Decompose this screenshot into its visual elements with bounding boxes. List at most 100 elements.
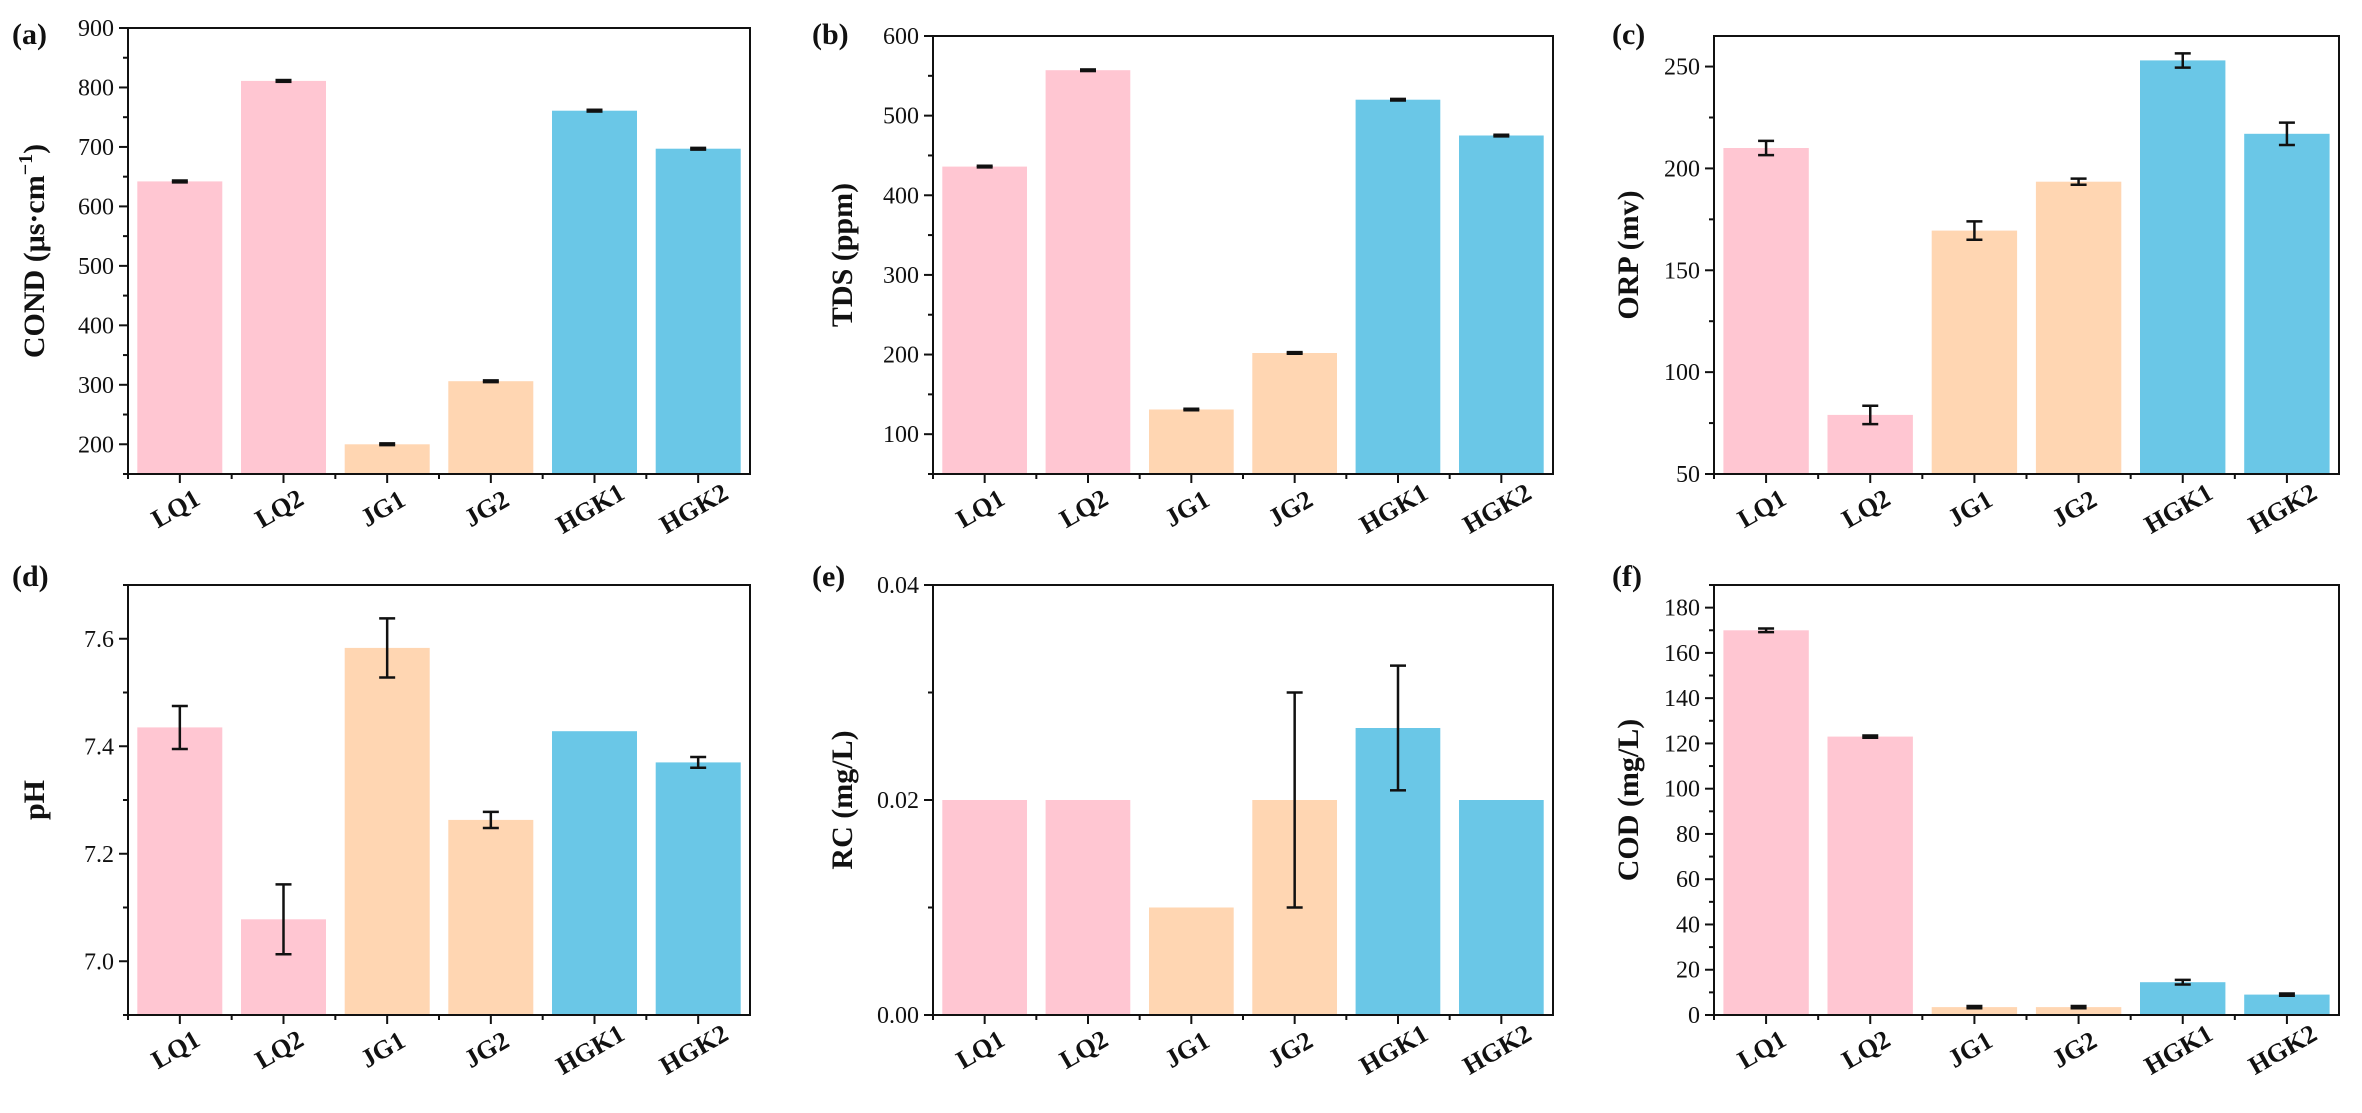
error-bar-hgk1 bbox=[1390, 97, 1406, 102]
bar-lq1 bbox=[942, 800, 1027, 1015]
bar-jg1 bbox=[1931, 230, 2018, 474]
x-tick-label: LQ1 bbox=[1733, 483, 1791, 533]
y-tick-label: 40 bbox=[1676, 912, 1700, 938]
x-tick-label: LQ2 bbox=[1837, 1024, 1895, 1074]
bar-jg1 bbox=[1149, 409, 1234, 474]
x-tick-label: LQ2 bbox=[250, 1024, 308, 1074]
y-tick-label: 250 bbox=[1664, 55, 1700, 81]
error-bar-hgk2 bbox=[690, 146, 707, 151]
y-tick-label: 60 bbox=[1676, 867, 1700, 893]
error-bar-jg2 bbox=[2070, 1004, 2087, 1010]
y-tick-label: 300 bbox=[883, 263, 919, 289]
bar-hgk1 bbox=[552, 110, 637, 474]
error-bar-jg1 bbox=[379, 617, 396, 679]
y-tick-label: 200 bbox=[78, 432, 114, 458]
y-tick-label: 80 bbox=[1676, 822, 1700, 848]
y-tick-label: 400 bbox=[883, 183, 919, 209]
x-tick-label: JG2 bbox=[2047, 485, 2102, 533]
y-tick-label: 100 bbox=[1664, 360, 1700, 386]
error-bar-hgk2 bbox=[1493, 133, 1510, 138]
x-tick-label: LQ2 bbox=[250, 483, 308, 533]
bar-jg2 bbox=[2035, 181, 2122, 474]
panel-a: 200 300 400 500 600 700 800 900 LQ1 LQ2 JG1 JG2 HGK1… bbox=[12, 16, 751, 540]
bar-jg1 bbox=[344, 444, 430, 474]
y-tick-label: 100 bbox=[1664, 777, 1700, 803]
x-tick-label: LQ1 bbox=[1733, 1024, 1791, 1074]
x-tick-label: LQ2 bbox=[1837, 483, 1895, 533]
x-tick-label: JG2 bbox=[2047, 1026, 2102, 1074]
y-tick-label: 7.6 bbox=[84, 627, 114, 653]
error-bar-hgk2 bbox=[2278, 121, 2295, 147]
x-tick-label: JG2 bbox=[1263, 1026, 1318, 1074]
y-tick-label: 120 bbox=[1664, 731, 1700, 757]
y-tick-label: 7.4 bbox=[84, 734, 114, 760]
error-bar-lq1 bbox=[171, 704, 188, 751]
error-bar-lq2 bbox=[1080, 68, 1096, 73]
y-tick-label: 0.04 bbox=[877, 573, 919, 599]
bar-lq1 bbox=[1723, 148, 1809, 474]
y-axis-label: COD (mg/L) bbox=[1612, 719, 1645, 881]
y-tick-label: 200 bbox=[1664, 156, 1700, 182]
y-tick-label: 7.2 bbox=[84, 842, 114, 868]
bar-lq2 bbox=[1045, 70, 1131, 474]
bar-hgk2 bbox=[1459, 135, 1544, 474]
y-tick-label: 600 bbox=[883, 24, 919, 50]
x-tick-label: HGK2 bbox=[2244, 478, 2322, 540]
bar-hgk1 bbox=[552, 731, 637, 1015]
panel-c: 50 100 150 200 250 LQ1 LQ2 JG1 JG2 HGK1 HGK2 (c) ORP… bbox=[1612, 18, 2340, 540]
error-bar-hgk2 bbox=[2278, 992, 2295, 998]
bar-hgk1 bbox=[2140, 982, 2226, 1015]
error-bar-jg2 bbox=[1286, 350, 1303, 355]
y-tick-label: 150 bbox=[1664, 258, 1700, 284]
x-tick-label: JG2 bbox=[459, 485, 514, 533]
error-bar-jg1 bbox=[1183, 407, 1200, 412]
y-axis-label: TDS (ppm) bbox=[826, 183, 859, 327]
bar-jg2 bbox=[448, 381, 534, 474]
y-tick-label: 400 bbox=[78, 313, 114, 339]
panel-label: (e) bbox=[812, 560, 845, 593]
error-bar-jg2 bbox=[482, 810, 499, 830]
bar-lq1 bbox=[942, 166, 1027, 474]
bar-hgk2 bbox=[1459, 800, 1544, 1015]
y-axis-label: pH bbox=[18, 780, 51, 820]
error-bar-lq2 bbox=[1862, 404, 1879, 426]
error-bar-lq1 bbox=[1758, 139, 1775, 157]
bar-jg1 bbox=[1149, 907, 1234, 1015]
bar-jg1 bbox=[1931, 1007, 2018, 1015]
x-tick-label: JG1 bbox=[1943, 1026, 1998, 1074]
bar-jg1 bbox=[344, 647, 430, 1015]
bar-hgk2 bbox=[2244, 133, 2330, 475]
x-tick-label: JG1 bbox=[1160, 1026, 1215, 1074]
panel-label: (c) bbox=[1612, 18, 1645, 51]
bar-jg2 bbox=[448, 819, 534, 1015]
bar-jg2 bbox=[2035, 1007, 2122, 1015]
y-tick-label: 200 bbox=[883, 343, 919, 369]
error-bar-jg2 bbox=[482, 379, 499, 384]
error-bar-lq1 bbox=[976, 164, 993, 169]
bar-lq1 bbox=[1723, 630, 1809, 1015]
bar-hgk1 bbox=[2140, 60, 2226, 475]
y-tick-label: 0.02 bbox=[877, 788, 919, 814]
error-bar-lq2 bbox=[275, 883, 292, 956]
error-bar-jg2 bbox=[2070, 177, 2087, 186]
y-tick-label: 100 bbox=[883, 422, 919, 448]
error-bar-jg2 bbox=[1286, 691, 1303, 909]
panel-b: 100 200 300 400 500 600 LQ1 LQ2 JG1 JG2 HGK1 HGK2 (b… bbox=[812, 18, 1554, 540]
x-tick-label: JG1 bbox=[356, 485, 411, 533]
x-tick-label: HGK1 bbox=[551, 478, 629, 540]
x-tick-label: HGK2 bbox=[2244, 1019, 2322, 1081]
y-axis-label: COND (μs·cm−1) bbox=[15, 144, 51, 358]
error-bar-lq1 bbox=[171, 179, 188, 184]
bar-hgk2 bbox=[2244, 994, 2330, 1015]
y-tick-label: 50 bbox=[1676, 462, 1700, 488]
y-tick-label: 140 bbox=[1664, 686, 1700, 712]
error-bar-lq2 bbox=[275, 78, 292, 84]
error-bar-lq1 bbox=[1758, 627, 1775, 634]
error-bar-hgk1 bbox=[2174, 978, 2191, 986]
panel-label: (d) bbox=[12, 560, 49, 593]
bar-lq2 bbox=[1827, 736, 1913, 1015]
x-tick-label: JG2 bbox=[1263, 485, 1318, 533]
y-axis-label: ORP (mv) bbox=[1612, 190, 1645, 319]
panel-label: (f) bbox=[1612, 560, 1642, 593]
x-tick-label: LQ1 bbox=[951, 483, 1009, 533]
